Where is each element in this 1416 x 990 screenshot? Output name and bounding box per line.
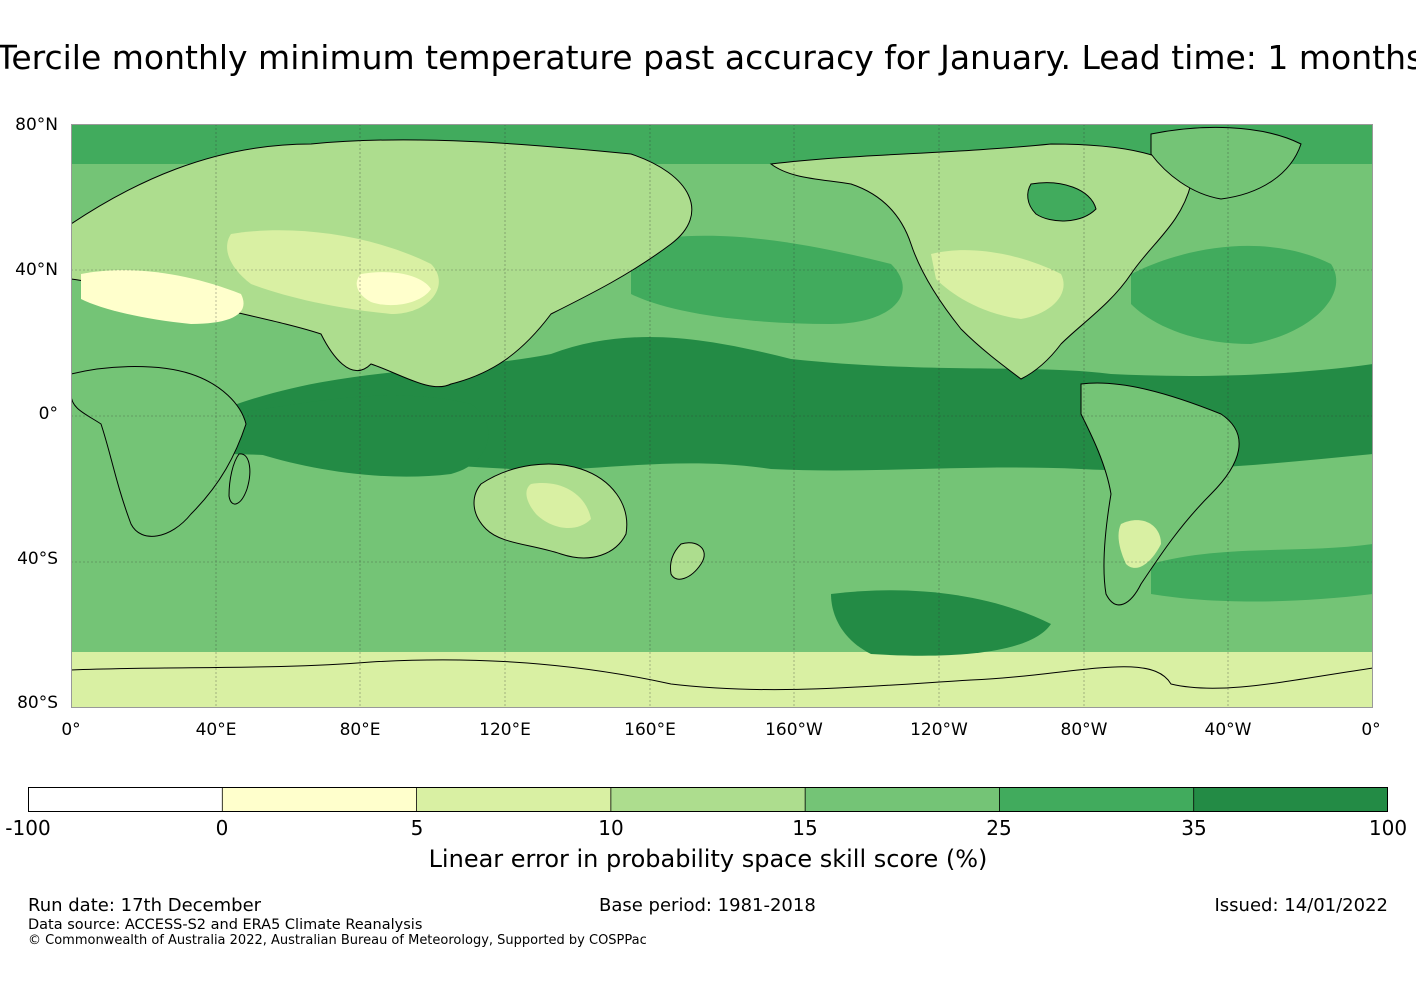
colorbar-tick-label: 100	[1368, 816, 1408, 840]
run-date: Run date: 17th December	[28, 895, 262, 916]
tibet-pale-region	[356, 272, 431, 306]
colorbar-segment	[416, 787, 612, 812]
colorbar-tick-label: 0	[215, 816, 229, 840]
lon-label-0: 0°	[61, 720, 81, 740]
north-pacific-patch	[631, 235, 903, 324]
greenland-landmass	[1150, 126, 1302, 200]
copyright-notice: © Commonwealth of Australia 2022, Austra…	[28, 933, 647, 948]
lon-label-160w: 160°W	[765, 720, 823, 740]
south-america-landmass	[1080, 382, 1240, 606]
southern-ocean-patch	[831, 590, 1051, 656]
lon-label-120e: 120°E	[479, 720, 531, 740]
north-atlantic-patch	[1131, 245, 1337, 344]
lon-label-40w: 40°W	[1204, 720, 1252, 740]
colorbar-tick-label: 35	[1181, 816, 1207, 840]
lat-label-equator: 0°	[38, 404, 58, 424]
tropical-pacific-band	[211, 337, 1373, 471]
colorbar-title: Linear error in probability space skill …	[428, 845, 988, 873]
colorbar	[28, 787, 1388, 812]
base-period: Base period: 1981-2018	[599, 895, 816, 916]
lon-label-80e: 80°E	[339, 720, 381, 740]
lon-label-120w: 120°W	[910, 720, 968, 740]
colorbar-segment	[804, 787, 1001, 812]
africa-landmass	[71, 366, 247, 537]
colorbar-tick-label: 25	[986, 816, 1012, 840]
lat-label-80n: 80°N	[15, 115, 58, 135]
colorbar-tick-label: 10	[598, 816, 624, 840]
map-title: Tercile monthly minimum temperature past…	[0, 38, 1416, 77]
colorbar-segment	[1193, 787, 1388, 812]
colorbar-segment	[28, 787, 224, 812]
lon-label-160e: 160°E	[624, 720, 676, 740]
issued-date: Issued: 14/01/2022	[1214, 895, 1388, 916]
australia-pale-region	[526, 483, 591, 529]
lat-label-40s: 40°S	[17, 549, 58, 569]
colorbar-segment	[610, 787, 807, 812]
colorbar-segment	[999, 787, 1195, 812]
colorbar-tick-label: 5	[410, 816, 424, 840]
colorbar-frame	[28, 787, 1388, 812]
lon-label-80w: 80°W	[1060, 720, 1108, 740]
new-zealand-landmass	[670, 542, 705, 580]
graticule	[71, 124, 1373, 708]
lon-label-40e: 40°E	[195, 720, 237, 740]
south-atlantic-patch	[1151, 544, 1373, 602]
antarctica-coast	[71, 659, 1373, 708]
lon-label-0-right: 0°	[1361, 720, 1381, 740]
hudson-bay-dark	[1027, 182, 1097, 222]
skill-map	[71, 124, 1373, 708]
lat-label-80s: 80°S	[17, 693, 58, 713]
colorbar-tick-label: 15	[792, 816, 818, 840]
lat-label-40n: 40°N	[15, 260, 58, 280]
patagonia-pale-region	[1118, 520, 1161, 568]
colorbar-segment	[221, 787, 418, 812]
colorbar-tick-label: -100	[5, 816, 51, 840]
na-pale-region	[931, 250, 1064, 319]
data-source: Data source: ACCESS-S2 and ERA5 Climate …	[28, 917, 423, 933]
sahara-pale-region	[81, 270, 244, 324]
map-frame	[71, 124, 1373, 708]
madagascar-landmass	[228, 453, 251, 505]
